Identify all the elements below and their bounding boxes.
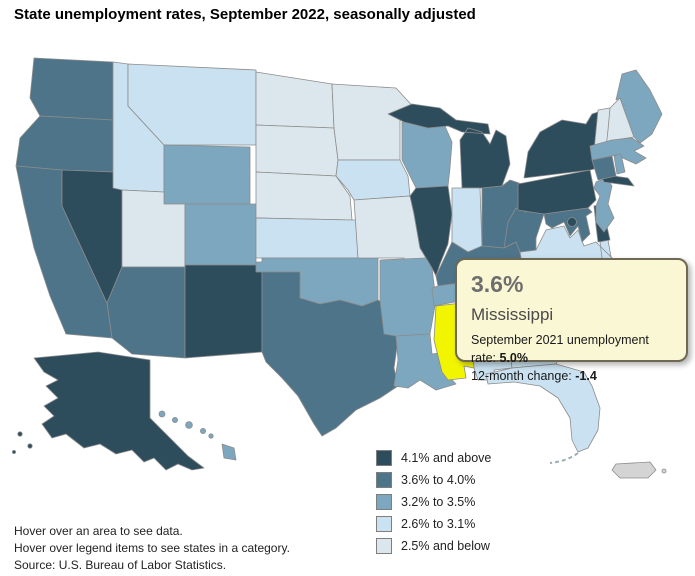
legend-item-25-and-below[interactable]: 2.5% and below bbox=[376, 537, 491, 554]
state-new-mexico[interactable] bbox=[184, 264, 263, 359]
footer-legend-note: Hover over legend items to see states in… bbox=[14, 541, 290, 555]
legend-label: 2.5% and below bbox=[401, 538, 490, 553]
state-maryland[interactable] bbox=[543, 207, 593, 243]
state-minnesota[interactable] bbox=[331, 83, 419, 161]
state-nebraska[interactable] bbox=[255, 171, 353, 221]
state-north-dakota[interactable] bbox=[255, 71, 335, 129]
legend-label: 2.6% to 3.1% bbox=[401, 516, 476, 531]
state-oregon[interactable] bbox=[15, 115, 114, 173]
state-arizona[interactable] bbox=[106, 266, 186, 359]
state-rhode-island[interactable] bbox=[613, 153, 626, 175]
state-hawaii[interactable] bbox=[171, 416, 178, 423]
legend-item-36-to-40[interactable]: 3.6% to 4.0% bbox=[376, 471, 491, 488]
legend-swatch-25-and-below bbox=[376, 537, 392, 554]
state-south-dakota[interactable] bbox=[255, 124, 339, 177]
state-hawaii[interactable] bbox=[221, 443, 237, 461]
legend-item-41-and-above[interactable]: 4.1% and above bbox=[376, 449, 491, 466]
state-illinois[interactable] bbox=[409, 185, 453, 277]
state-district-of-columbia[interactable] bbox=[567, 217, 577, 227]
state-hawaii[interactable] bbox=[185, 421, 193, 429]
legend-item-26-to-31[interactable]: 2.6% to 3.1% bbox=[376, 515, 491, 532]
state-colorado[interactable] bbox=[184, 203, 257, 266]
state-washington[interactable] bbox=[29, 57, 114, 121]
legend-swatch-36-to-40 bbox=[376, 471, 392, 488]
alaska-island[interactable] bbox=[11, 449, 16, 454]
state-montana[interactable] bbox=[127, 63, 257, 146]
alaska-island[interactable] bbox=[17, 431, 23, 437]
state-indiana[interactable] bbox=[451, 187, 483, 253]
legend-swatch-32-to-35 bbox=[376, 493, 392, 510]
territory-puerto-rico[interactable] bbox=[611, 461, 657, 479]
state-wisconsin[interactable] bbox=[401, 121, 453, 189]
state-hawaii[interactable] bbox=[208, 433, 214, 439]
state-maine[interactable] bbox=[615, 69, 663, 144]
state-hawaii[interactable] bbox=[158, 410, 166, 418]
tooltip-prior-rate-line: September 2021 unemployment rate: 5.0% bbox=[471, 333, 649, 366]
legend-label: 3.6% to 4.0% bbox=[401, 472, 476, 487]
legend-item-32-to-35[interactable]: 3.2% to 3.5% bbox=[376, 493, 491, 510]
tooltip-prior-rate-value: 5.0% bbox=[499, 351, 529, 366]
state-louisiana[interactable] bbox=[393, 333, 457, 391]
state-wyoming[interactable] bbox=[163, 144, 251, 205]
florida-keys bbox=[549, 452, 579, 464]
tooltip-state-name: Mississippi bbox=[471, 305, 554, 324]
footer-hover-note: Hover over an area to see data. bbox=[14, 524, 183, 538]
territory-puerto-rico-islet[interactable] bbox=[661, 468, 667, 474]
tooltip-change-value: -1.4 bbox=[575, 369, 597, 384]
tooltip-rate-value: 3.6% bbox=[471, 271, 524, 297]
state-arkansas[interactable] bbox=[379, 257, 437, 337]
legend-label: 3.2% to 3.5% bbox=[401, 494, 476, 509]
footer-notes: Hover over an area to see data. Hover ov… bbox=[14, 523, 290, 574]
tooltip-change-line: 12-month change: -1.4 bbox=[471, 369, 597, 384]
state-new-jersey[interactable] bbox=[593, 177, 615, 233]
state-kansas[interactable] bbox=[255, 217, 359, 259]
map-tooltip: 3.6% Mississippi September 2021 unemploy… bbox=[455, 258, 688, 383]
footer-source-note: Source: U.S. Bureau of Labor Statistics. bbox=[14, 558, 227, 572]
legend-swatch-41-and-above bbox=[376, 449, 392, 466]
state-alaska[interactable] bbox=[33, 351, 205, 471]
state-florida[interactable] bbox=[485, 363, 601, 453]
legend-swatch-26-to-31 bbox=[376, 515, 392, 532]
legend-label: 4.1% and above bbox=[401, 450, 492, 465]
state-hawaii[interactable] bbox=[199, 427, 206, 434]
map-legend: 4.1% and above 3.6% to 4.0% 3.2% to 3.5%… bbox=[376, 449, 491, 559]
state-connecticut[interactable] bbox=[591, 155, 617, 181]
page-title: State unemployment rates, September 2022… bbox=[14, 6, 476, 23]
alaska-island[interactable] bbox=[27, 443, 33, 449]
